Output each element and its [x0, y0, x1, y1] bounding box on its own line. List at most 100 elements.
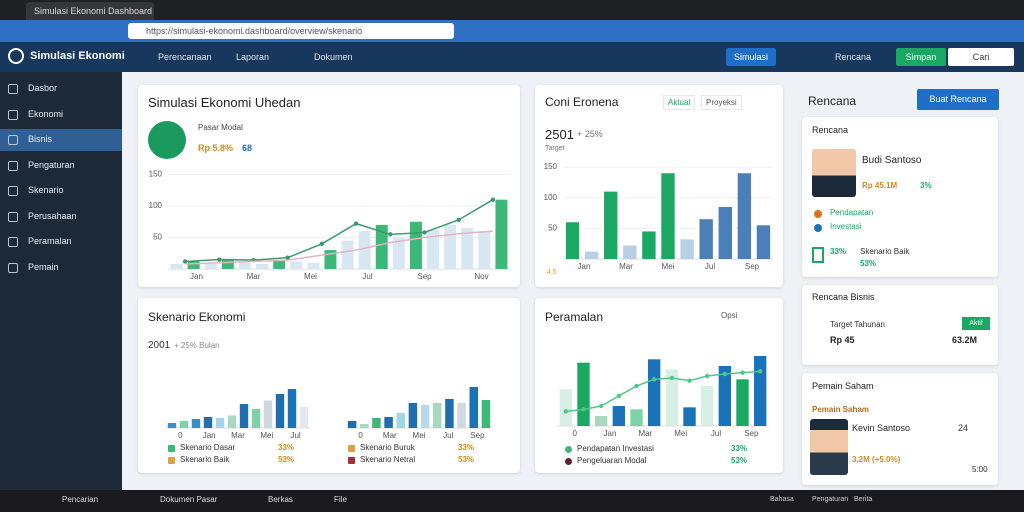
- tray-item[interactable]: Bahasa: [770, 496, 794, 503]
- stats: 3.2M (+5.0%): [852, 455, 901, 464]
- legend-value: 53%: [278, 455, 295, 464]
- y-tick-label: 50: [153, 233, 162, 242]
- chart: 0 Mar Mei Jul Sep: [346, 387, 492, 440]
- sidebar-item[interactable]: Perusahaan: [0, 206, 122, 228]
- sidebar-item[interactable]: Skenario: [0, 180, 122, 202]
- bar: [604, 191, 618, 259]
- legend-name: Pengeluaran Modal: [577, 456, 647, 465]
- bar: [445, 399, 454, 428]
- x-tick-label: Mei: [304, 272, 317, 281]
- total: 63.2M: [952, 335, 978, 345]
- person-name: Budi Santoso: [862, 155, 922, 166]
- bar: [167, 423, 177, 428]
- x-tick-label: Nov: [474, 272, 488, 281]
- legend-dot: [348, 457, 355, 464]
- tray-item[interactable]: Berita: [854, 496, 873, 503]
- card: Coni Eronena Aktual Proyeksi 2501 + 25% Targe…: [535, 85, 783, 287]
- legend-dot: [168, 457, 175, 464]
- bar: [478, 231, 491, 269]
- item-dot: [814, 210, 822, 218]
- subtitle: Pasar Modal: [198, 123, 243, 132]
- item-dot: [814, 224, 822, 232]
- bar: [358, 231, 371, 269]
- bar: [203, 417, 213, 428]
- bar: [191, 419, 201, 428]
- sidebar-label: Pemain: [28, 261, 59, 272]
- bar: [341, 240, 354, 269]
- tab[interactable]: Simulasi Ekonomi Dashboard: [26, 2, 154, 20]
- item-text: Pendapatan: [830, 208, 874, 217]
- header-button[interactable]: Simulasi: [726, 48, 776, 66]
- extra: 5:00: [972, 465, 988, 474]
- sidebar-item[interactable]: Peramalan: [0, 231, 122, 253]
- line: [185, 230, 493, 265]
- header-button[interactable]: Simpan: [896, 48, 946, 66]
- line-point: [722, 371, 728, 377]
- bar: [718, 206, 732, 259]
- status[interactable]: Aktif: [962, 317, 990, 330]
- header-button[interactable]: Cari: [948, 48, 1014, 66]
- big-sub: + 25%: [577, 129, 603, 139]
- sidebar-label: Bisnis: [28, 134, 53, 144]
- bar: [396, 413, 406, 428]
- bar: [420, 405, 430, 428]
- sidebar-item[interactable]: Pengaturan: [0, 155, 122, 177]
- tray-item[interactable]: Pengaturan: [812, 496, 849, 503]
- create-button[interactable]: Buat Rencana: [917, 89, 999, 110]
- y-tick-label: 100: [544, 193, 558, 202]
- legend-name: Pendapatan Investasi: [577, 444, 654, 453]
- line-point: [687, 378, 692, 383]
- sidebar-item[interactable]: Bisnis: [0, 129, 122, 151]
- item-text: Investasi: [830, 222, 862, 231]
- nav-item[interactable]: Dokumen: [314, 52, 353, 62]
- nav-item[interactable]: Perencanaan: [158, 52, 212, 62]
- tab[interactable]: Proyeksi: [701, 95, 742, 110]
- x-tick-label: Mei: [413, 431, 426, 440]
- line-point: [651, 377, 657, 382]
- taskbar-item[interactable]: Pencarian: [62, 495, 99, 504]
- url-bar[interactable]: https://simulasi-ekonomi.dashboard/overv…: [128, 23, 454, 39]
- bar: [375, 224, 388, 269]
- nav-item[interactable]: Laporan: [236, 52, 270, 62]
- big-number: 2001: [148, 340, 171, 351]
- header-button[interactable]: Rencana: [828, 48, 878, 66]
- bar: [584, 251, 599, 259]
- check-val2: 53%: [860, 259, 877, 268]
- line-point: [285, 255, 290, 260]
- action[interactable]: Opsi: [721, 311, 738, 320]
- bar: [307, 262, 320, 269]
- y-tick-label: 150: [544, 162, 558, 171]
- tab[interactable]: Aktual: [663, 95, 696, 110]
- taskbar-item[interactable]: File: [334, 495, 347, 504]
- check-box: [812, 247, 824, 263]
- bar: [444, 224, 457, 269]
- big-number: 2501: [545, 127, 574, 142]
- taskbar-item[interactable]: Berkas: [268, 495, 293, 504]
- legend-dot: [348, 445, 355, 452]
- bar: [665, 369, 679, 426]
- x-tick-label: Mei: [674, 429, 687, 438]
- bar: [495, 199, 508, 269]
- card: Rencana Bisnis Target Tahunan Aktif Rp 45 63…: [802, 285, 998, 365]
- bar: [275, 394, 285, 428]
- taskbar-item[interactable]: Dokumen Pasar: [160, 495, 218, 504]
- x-tick-label: Jul: [711, 429, 721, 438]
- bar: [699, 219, 713, 259]
- bar: [577, 362, 590, 426]
- card-title: Rencana: [812, 125, 849, 135]
- stats: Rp 5.8%: [198, 143, 234, 153]
- chart: 50 100 150 Jan Mar Mei Jul Sep Nov: [149, 170, 510, 281]
- sidebar-item[interactable]: Dasbor: [0, 78, 122, 100]
- bar: [469, 387, 479, 428]
- x-tick-label: Sep: [417, 272, 432, 281]
- line: [565, 370, 761, 413]
- x-tick-label: Mar: [231, 431, 245, 440]
- bar: [427, 229, 440, 269]
- line-point: [388, 232, 393, 237]
- sidebar-item[interactable]: Ekonomi: [0, 104, 122, 126]
- sidebar-label: Ekonomi: [28, 108, 64, 119]
- card: Pemain Saham Pemain Saham Kevin Santoso 3.2…: [802, 373, 998, 485]
- line-point: [490, 197, 496, 202]
- x-tick-label: Jul: [443, 431, 453, 440]
- sidebar-item[interactable]: Pemain: [0, 257, 122, 279]
